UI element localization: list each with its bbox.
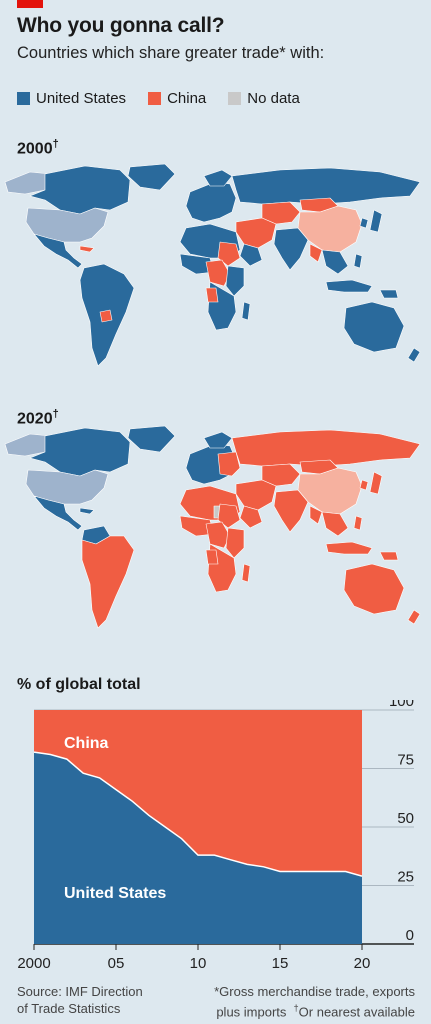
world-map-2020 [4, 425, 421, 629]
legend-label-china: China [167, 89, 207, 107]
map-2020-png [379, 551, 399, 561]
legend-swatch-china [148, 91, 162, 105]
map-2020-japan [369, 471, 383, 495]
map-2020-label: 2020† [17, 408, 59, 428]
source-note: Source: IMF Direction of Trade Statistic… [17, 983, 143, 1017]
source-line-1: Source: IMF Direction [17, 984, 143, 999]
map-2000-sudan [217, 241, 241, 267]
footnote-line-2b: Or nearest available [298, 1004, 415, 1020]
legend-swatch-us [17, 91, 30, 105]
map-2020-west-africa [179, 515, 215, 537]
map-2000-label: 2000† [17, 138, 59, 158]
map-2020-china [297, 467, 363, 515]
map-2000-greenland [127, 163, 176, 191]
brand-tab [17, 0, 43, 8]
x-tick-label-2020: 20 [354, 955, 371, 972]
map-2000-middle-east [235, 217, 277, 249]
map-2000-myanmar [309, 243, 323, 263]
map-2000-korea [359, 217, 369, 229]
map-2000-europe [185, 181, 237, 223]
map-2020-se-asia [321, 511, 349, 537]
footnote-line-2: plus imports †Or nearest available [214, 1000, 415, 1020]
map-2000-dagger: † [52, 138, 59, 150]
map-2020-myanmar [309, 505, 323, 525]
series-area-us [34, 752, 362, 944]
map-2020-indonesia [325, 541, 373, 555]
x-axis: 2000 05 10 15 20 [17, 944, 370, 972]
map-2000-scandinavia [203, 169, 233, 187]
map-2020-scandinavia [203, 431, 233, 449]
page-title: Who you gonna call? [17, 14, 225, 37]
footnote-line-2a: plus imports [216, 1004, 287, 1020]
map-2000-china [297, 205, 363, 253]
y-tick-label-25: 25 [397, 869, 414, 886]
y-tick-label-50: 50 [397, 810, 414, 827]
map-2000-india [273, 227, 309, 271]
series-label-us: United States [64, 885, 166, 902]
chart-title: % of global total [17, 676, 141, 693]
footnote-dagger: † [293, 1003, 299, 1013]
legend-item-us: United States [17, 90, 126, 107]
world-map-2000 [4, 163, 421, 367]
footnote-line-1: *Gross merchandise trade, exports [214, 984, 415, 999]
legend-label-nodata: No data [247, 89, 300, 107]
legend-swatch-nodata [228, 91, 242, 105]
map-2020-india [273, 489, 309, 533]
map-2020-arabia [239, 505, 263, 529]
map-2020-new-zealand [407, 609, 421, 625]
map-2000-angola [205, 287, 219, 303]
map-2020-russia [231, 429, 421, 467]
trade-share-area-chart: 0 25 50 75 100 2000 05 10 15 20 China United Sta… [17, 700, 414, 972]
map-2000-west-africa [179, 253, 215, 275]
legend-item-china: China [148, 90, 206, 107]
y-tick-labels: 0 25 50 75 100 [389, 700, 414, 944]
map-2020-middle-east [235, 479, 277, 511]
x-tick-label-2015: 15 [272, 955, 289, 972]
map-2020-caribbean [79, 507, 95, 515]
map-2000-russia [231, 167, 421, 205]
map-2020-angola [205, 549, 219, 565]
map-2020-korea [359, 479, 369, 491]
y-tick-label-75: 75 [397, 752, 414, 769]
map-2000-australia [343, 301, 405, 353]
y-tick-label-0: 0 [406, 927, 414, 944]
legend-label-us: United States [36, 89, 127, 107]
map-2020-dagger: † [52, 408, 59, 420]
source-line-2: of Trade Statistics [17, 1001, 121, 1016]
map-2020-east-africa [225, 527, 245, 559]
map-2020-mexico [33, 495, 83, 531]
map-2000-new-zealand [407, 347, 421, 363]
map-2000-se-asia [321, 249, 349, 275]
map-2020-eastern-europe [217, 451, 241, 477]
map-2000-arabia [239, 243, 263, 267]
y-tick-label-100: 100 [389, 700, 414, 710]
legend-item-nodata: No data [228, 90, 300, 107]
x-tick-label-2010: 10 [190, 955, 207, 972]
legend: United States China No data [17, 88, 322, 108]
map-2000-mexico [33, 233, 83, 269]
map-2000-east-africa [225, 265, 245, 297]
map-2000-philippines [353, 253, 363, 269]
map-2000-year: 2000 [17, 140, 53, 158]
series-label-china: China [64, 735, 109, 752]
map-2020-south-america [81, 535, 135, 629]
x-tick-label-2005: 05 [108, 955, 125, 972]
x-tick-label-2000: 2000 [17, 955, 50, 972]
page-subtitle: Countries which share greater trade* wit… [17, 44, 325, 62]
map-2020-sudan [217, 503, 241, 529]
footnotes: *Gross merchandise trade, exports plus i… [214, 983, 415, 1020]
map-2020-madagascar [241, 563, 251, 583]
map-2000-japan [369, 209, 383, 233]
map-2000-indonesia [325, 279, 373, 293]
series-line-boundary [33, 751, 363, 877]
map-2020-philippines [353, 515, 363, 531]
map-2020-australia [343, 563, 405, 615]
map-2000-madagascar [241, 301, 251, 321]
map-2000-png [379, 289, 399, 299]
map-2000-paraguay [99, 309, 113, 323]
map-2000-caribbean [79, 245, 95, 253]
map-2020-greenland [127, 425, 176, 453]
map-2020-year: 2020 [17, 410, 53, 428]
